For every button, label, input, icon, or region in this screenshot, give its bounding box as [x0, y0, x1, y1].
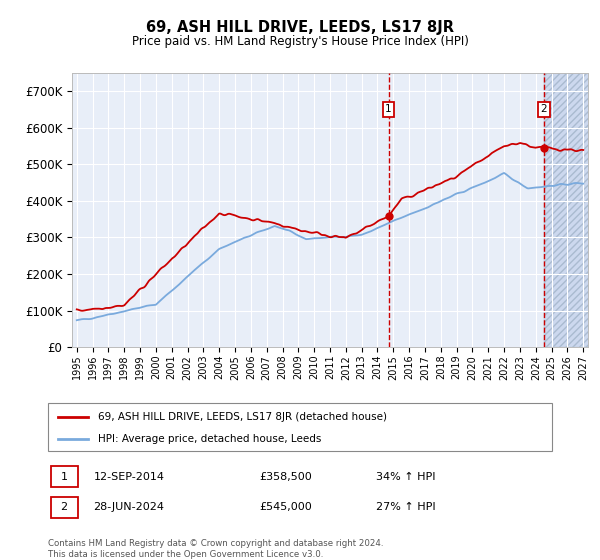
Text: 34% ↑ HPI: 34% ↑ HPI — [376, 472, 435, 482]
Text: 69, ASH HILL DRIVE, LEEDS, LS17 8JR: 69, ASH HILL DRIVE, LEEDS, LS17 8JR — [146, 20, 454, 35]
Bar — [544, 73, 591, 347]
FancyBboxPatch shape — [50, 497, 78, 518]
FancyBboxPatch shape — [50, 466, 78, 487]
Text: HPI: Average price, detached house, Leeds: HPI: Average price, detached house, Leed… — [98, 434, 322, 444]
Text: 69, ASH HILL DRIVE, LEEDS, LS17 8JR (detached house): 69, ASH HILL DRIVE, LEEDS, LS17 8JR (det… — [98, 412, 388, 422]
Text: 27% ↑ HPI: 27% ↑ HPI — [376, 502, 435, 512]
Text: This data is licensed under the Open Government Licence v3.0.: This data is licensed under the Open Gov… — [48, 550, 323, 559]
Text: 28-JUN-2024: 28-JUN-2024 — [94, 502, 164, 512]
Text: 1: 1 — [61, 472, 68, 482]
Text: £358,500: £358,500 — [260, 472, 313, 482]
Text: 2: 2 — [541, 104, 547, 114]
Text: Price paid vs. HM Land Registry's House Price Index (HPI): Price paid vs. HM Land Registry's House … — [131, 35, 469, 48]
Text: 2: 2 — [61, 502, 68, 512]
Text: 1: 1 — [385, 104, 392, 114]
Text: £545,000: £545,000 — [260, 502, 313, 512]
Text: 12-SEP-2014: 12-SEP-2014 — [94, 472, 164, 482]
Text: Contains HM Land Registry data © Crown copyright and database right 2024.: Contains HM Land Registry data © Crown c… — [48, 539, 383, 548]
